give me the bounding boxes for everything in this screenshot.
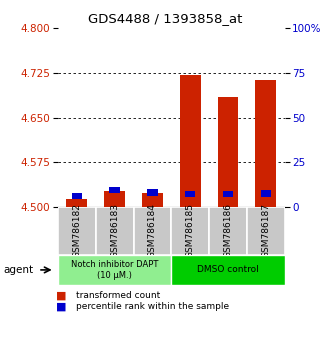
Bar	[96, 207, 133, 255]
Bar	[180, 75, 201, 207]
Text: GSM786183: GSM786183	[110, 204, 119, 258]
Bar	[260, 190, 271, 197]
Bar	[67, 199, 87, 207]
Bar	[217, 97, 238, 207]
Text: GSM786184: GSM786184	[148, 204, 157, 258]
Text: ■: ■	[56, 301, 67, 311]
Bar	[110, 187, 120, 193]
Text: transformed count: transformed count	[76, 291, 161, 300]
Bar	[185, 191, 195, 197]
Bar	[71, 193, 82, 199]
Text: GSM786185: GSM786185	[186, 204, 195, 258]
Text: DMSO control: DMSO control	[197, 266, 259, 274]
Bar	[171, 255, 285, 285]
Text: GDS4488 / 1393858_at: GDS4488 / 1393858_at	[88, 12, 243, 25]
Bar	[209, 207, 247, 255]
Bar	[256, 80, 276, 207]
Bar	[223, 191, 233, 197]
Text: percentile rank within the sample: percentile rank within the sample	[76, 302, 229, 311]
Bar	[147, 189, 158, 196]
Bar	[171, 207, 209, 255]
Text: agent: agent	[3, 265, 33, 275]
Bar	[104, 191, 125, 207]
Bar	[142, 193, 163, 207]
Text: GSM786186: GSM786186	[223, 204, 232, 258]
Bar	[133, 207, 171, 255]
Bar	[58, 255, 171, 285]
Bar	[247, 207, 285, 255]
Text: GSM786182: GSM786182	[72, 204, 81, 258]
Bar	[58, 207, 96, 255]
Text: Notch inhibitor DAPT
(10 μM.): Notch inhibitor DAPT (10 μM.)	[71, 260, 158, 280]
Text: GSM786187: GSM786187	[261, 204, 270, 258]
Text: ■: ■	[56, 291, 67, 301]
